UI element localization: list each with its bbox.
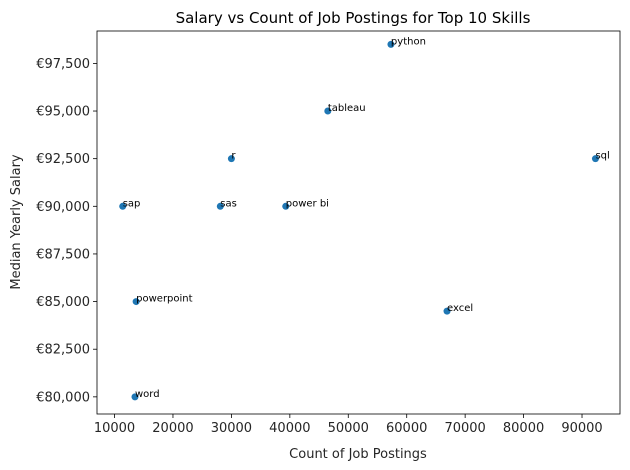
x-axis-title: Count of Job Postings <box>289 447 427 462</box>
data-point <box>591 155 599 163</box>
data-points: python tableau r sql sap sas power bi powerpoin… <box>119 36 610 401</box>
y-axis-title: Median Yearly Salary <box>9 154 24 290</box>
x-tick-label: 10000 <box>94 421 135 436</box>
plot-area <box>96 30 621 415</box>
data-point <box>216 202 224 210</box>
y-tick-label: €92,500 <box>36 152 90 167</box>
data-point <box>387 40 395 48</box>
data-point <box>132 298 140 306</box>
point-label: python <box>391 36 426 47</box>
x-axis: 10000 20000 30000 40000 50000 60000 70000 80000… <box>94 414 603 436</box>
data-point <box>443 307 451 315</box>
y-tick-label: €87,500 <box>36 247 90 262</box>
x-tick-label: 60000 <box>386 421 427 436</box>
y-tick-label: €90,000 <box>36 200 90 215</box>
y-tick-label: €80,000 <box>36 390 90 405</box>
point-label: powerpoint <box>136 294 192 305</box>
x-tick-label: 30000 <box>211 421 252 436</box>
data-point <box>282 202 290 210</box>
y-tick-label: €95,000 <box>36 105 90 120</box>
y-tick-label: €97,500 <box>36 57 90 72</box>
x-tick-label: 40000 <box>269 421 310 436</box>
point-label: sas <box>220 198 237 209</box>
x-tick-label: 90000 <box>561 421 602 436</box>
point-label: tableau <box>328 103 366 114</box>
point-label: sql <box>595 151 609 162</box>
x-tick-label: 70000 <box>444 421 485 436</box>
data-point <box>131 393 139 401</box>
point-label: r <box>231 151 236 162</box>
x-tick-label: 20000 <box>152 421 193 436</box>
chart-title: Salary vs Count of Job Postings for Top … <box>176 9 531 27</box>
point-label: word <box>135 389 160 400</box>
plot-frame <box>96 30 621 415</box>
data-point <box>324 107 332 115</box>
point-label: power bi <box>286 198 329 209</box>
point-label: sap <box>123 198 141 209</box>
y-axis: €80,000 €82,500 €85,000 €87,500 €90,000 €92,5… <box>36 57 97 405</box>
y-tick-label: €82,500 <box>36 343 90 358</box>
y-tick-label: €85,000 <box>36 295 90 310</box>
x-tick-label: 80000 <box>503 421 544 436</box>
data-point <box>119 202 127 210</box>
x-tick-label: 50000 <box>328 421 369 436</box>
data-point <box>227 155 235 163</box>
point-label: excel <box>447 303 473 314</box>
